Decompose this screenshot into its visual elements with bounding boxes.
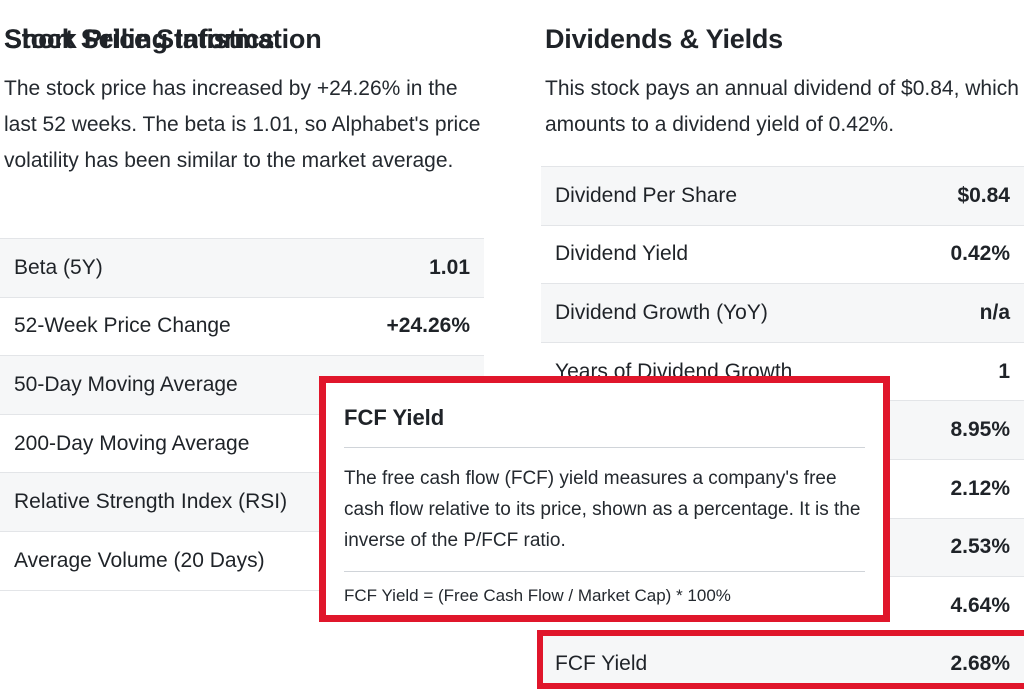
table-row[interactable]: Dividend Growth (YoY) n/a: [541, 283, 1024, 343]
row-label: Dividend Per Share: [555, 183, 738, 207]
table-row[interactable]: 52-Week Price Change +24.26%: [0, 297, 484, 356]
tooltip-description: The free cash flow (FCF) yield measures …: [344, 468, 861, 551]
row-value: 2.12%: [950, 476, 1010, 500]
row-label: 200-Day Moving Average: [14, 431, 250, 455]
tooltip-divider: [344, 571, 865, 572]
short-selling-title: Short Selling Information: [4, 24, 322, 54]
table-row[interactable]: Dividend Yield 0.42%: [541, 225, 1024, 284]
stock-price-stats-table: Beta (5Y) 1.01 52-Week Price Change +24.…: [0, 238, 484, 591]
fcf-yield-tooltip: FCF Yield The free cash flow (FCF) yield…: [319, 376, 890, 622]
row-label: 50-Day Moving Average: [14, 372, 238, 396]
row-value: 1.01: [429, 255, 470, 279]
row-label: FCF Yield: [555, 652, 648, 675]
table-row[interactable]: 200-Day Moving Average: [0, 414, 484, 473]
row-label: Beta (5Y): [14, 255, 103, 279]
row-value: 0.42%: [950, 242, 1010, 266]
fcf-yield-row[interactable]: FCF Yield 2.68%: [537, 630, 1024, 689]
row-value: n/a: [979, 300, 1010, 324]
row-value: 1: [998, 359, 1010, 383]
table-row[interactable]: Beta (5Y) 1.01: [0, 238, 484, 298]
section-description: This stock pays an annual dividend of $0…: [545, 77, 1019, 136]
row-value: 8.95%: [950, 418, 1010, 442]
section-title: Stock Price Statistics: [4, 24, 275, 54]
row-value: 2.68%: [950, 652, 1010, 675]
row-value: $0.84: [957, 183, 1010, 207]
row-label: Relative Strength Index (RSI): [14, 490, 288, 514]
section-title: Dividends & Yields: [545, 24, 783, 54]
row-label: 52-Week Price Change: [14, 314, 231, 338]
tooltip-title: FCF Yield: [344, 405, 445, 430]
row-label: Dividend Growth (YoY): [555, 300, 768, 324]
row-label: Dividend Yield: [555, 242, 689, 266]
tooltip-formula: FCF Yield = (Free Cash Flow / Market Cap…: [344, 586, 731, 605]
tooltip-divider: [344, 447, 865, 448]
table-row[interactable]: Average Volume (20 Days): [0, 531, 484, 591]
section-description: The stock price has increased by +24.26%…: [4, 77, 481, 172]
row-value: 4.64%: [950, 593, 1010, 617]
table-row[interactable]: Dividend Per Share $0.84: [541, 166, 1024, 226]
row-value: 2.53%: [950, 535, 1010, 559]
row-value: +24.26%: [386, 314, 471, 338]
row-label: Average Volume (20 Days): [14, 548, 265, 572]
